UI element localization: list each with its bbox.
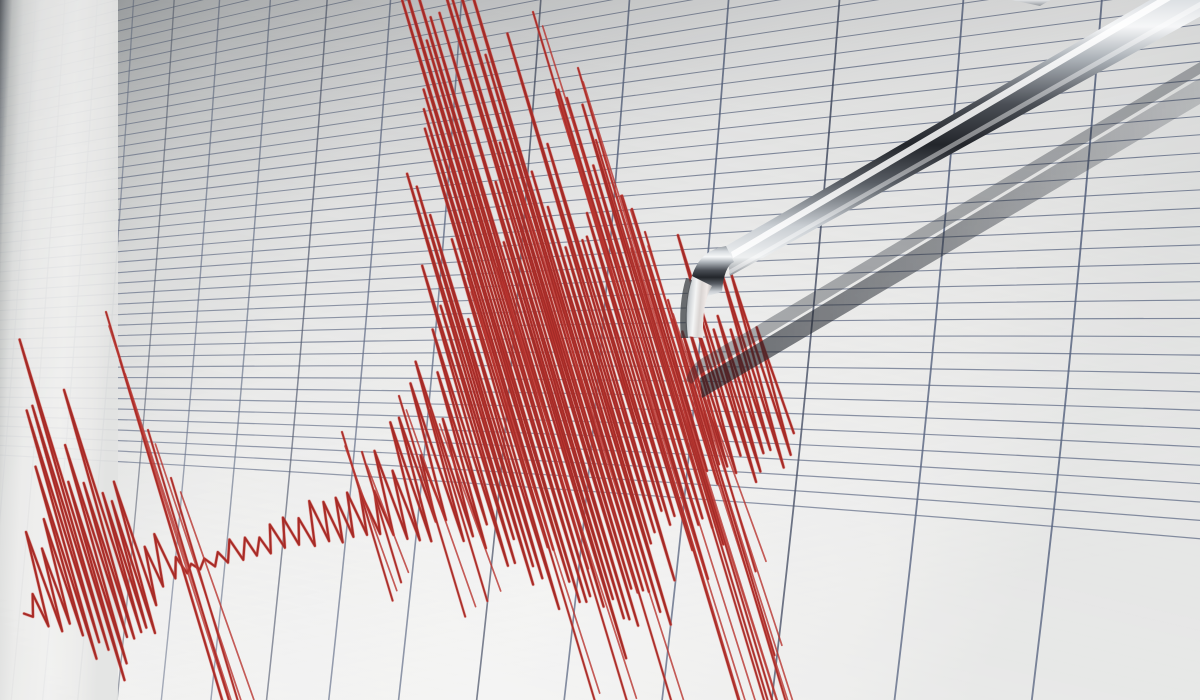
stylus-armature-upper: [1012, 0, 1051, 6]
stylus-tip-edge: [680, 278, 692, 338]
trace-spike-return: [518, 183, 685, 700]
trace-stroke: [19, 0, 795, 681]
trace-spike-return: [629, 209, 789, 700]
trace-spike: [511, 169, 672, 700]
trace-spike-return: [405, 409, 477, 608]
trace-spike: [398, 395, 466, 618]
trace-spike-return: [706, 399, 767, 563]
trace-major-spikes: [104, 10, 794, 700]
stylus-rod[interactable]: [726, 0, 1200, 276]
stylus-tip[interactable]: [685, 276, 712, 338]
trace-spike: [667, 299, 776, 656]
trace-spike: [361, 451, 402, 583]
seismograph-trace: [17, 0, 796, 700]
trace-spike: [429, 409, 488, 602]
trace-spike: [496, 267, 628, 700]
stylus-arm[interactable]: [680, 0, 1200, 338]
trace-spike: [595, 139, 765, 700]
trace-spike-return: [438, 423, 502, 592]
trace-spike: [119, 359, 223, 700]
trace-spike-return: [124, 373, 232, 700]
trace-spike: [170, 477, 239, 700]
stylus-highlight-lower: [729, 1, 1200, 274]
trace-spike-return: [558, 105, 746, 700]
trace-spike: [147, 429, 230, 700]
trace-spike: [699, 385, 757, 572]
trace-spike-return: [470, 291, 601, 694]
stylus-shadow: [686, 62, 1200, 398]
trace-spike-return: [179, 491, 255, 700]
trace-spike-return: [366, 465, 410, 574]
trace-spike-return: [344, 445, 398, 592]
trace-spike: [620, 195, 773, 700]
trace-spike-return: [501, 281, 638, 700]
trace-spike-return: [541, 25, 756, 700]
stylus-highlight: [731, 0, 1171, 258]
